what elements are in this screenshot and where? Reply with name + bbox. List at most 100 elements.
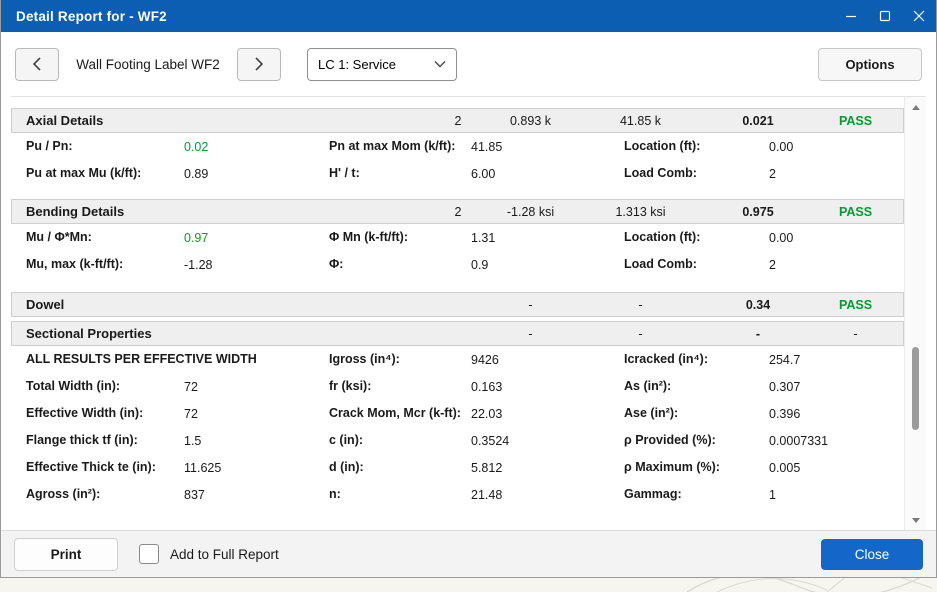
title-bar[interactable]: Detail Report for - WF2 xyxy=(1,0,936,32)
maximize-button[interactable] xyxy=(868,0,902,32)
footing-label: Wall Footing Label WF2 xyxy=(76,56,220,72)
report-row: Flange thick tf (in): 1.5 c (in): 0.3524 ρ P… xyxy=(11,427,904,454)
field-label: Total Width (in): xyxy=(26,378,121,393)
print-button[interactable]: Print xyxy=(14,537,118,571)
field-label: Effective Width (in): xyxy=(26,405,144,420)
field-label: ρ Maximum (%): xyxy=(624,459,720,474)
report-row: Agross (in²): 837 n: 21.48 Gammag: 1 xyxy=(11,481,904,508)
vertical-scrollbar[interactable] xyxy=(904,97,926,530)
report-row: Pu at max Mu (k/ft): 0.89 H' / t: 6.00 Load … xyxy=(11,160,904,187)
field-value: 0.9 xyxy=(471,257,489,272)
section-status: PASS xyxy=(838,297,873,312)
field-value: 72 xyxy=(184,406,198,421)
close-icon xyxy=(913,10,925,22)
field-value: -1.28 xyxy=(184,257,213,272)
field-value: 1.5 xyxy=(184,433,202,448)
close-window-button[interactable] xyxy=(902,0,936,32)
field-label: fr (ksi): xyxy=(329,378,372,393)
field-value: 5.812 xyxy=(471,460,503,475)
section-title: Dowel xyxy=(26,297,65,312)
report-section: Axial Details 2 0.893 k 41.85 k 0.021 PASS Pu … xyxy=(11,108,904,187)
prev-item-button[interactable] xyxy=(15,47,59,81)
field-value: 11.625 xyxy=(184,460,222,475)
toolbar: Wall Footing Label WF2 LC 1: Service Opt… xyxy=(1,32,936,96)
chevron-down-icon xyxy=(434,61,446,68)
field-value: 0.00 xyxy=(769,139,794,154)
report-row: Pu / Pn: 0.02 Pn at max Mom (k/ft): 41.85 Lo… xyxy=(11,133,904,160)
field-label: Load Comb: xyxy=(624,256,697,271)
minimize-button[interactable] xyxy=(834,0,868,32)
field-value: 0.396 xyxy=(769,406,801,421)
section-header: Bending Details 2 -1.28 ksi 1.313 ksi 0.975 P… xyxy=(11,199,904,224)
section-status: - xyxy=(853,326,858,341)
field-label: Φ Mn (k-ft/ft): xyxy=(329,229,408,244)
report-row: Total Width (in): 72 fr (ksi): 0.163 As (in²… xyxy=(11,373,904,400)
section-status: PASS xyxy=(838,204,873,219)
scrollbar-thumb[interactable] xyxy=(912,347,919,430)
field-label: Flange thick tf (in): xyxy=(26,432,138,447)
minimize-icon xyxy=(846,15,856,18)
section-summary-value: 2 xyxy=(454,204,462,219)
section-title: Sectional Properties xyxy=(26,326,152,341)
field-value: 22.03 xyxy=(471,406,503,421)
field-value: 1.31 xyxy=(471,230,496,245)
field-label: d (in): xyxy=(329,459,364,474)
field-value: 254.7 xyxy=(769,352,801,367)
options-button[interactable]: Options xyxy=(818,47,922,81)
report-section: Dowel - - 0.34 PASS xyxy=(11,292,904,317)
report-row: Mu / Φ*Mn: 0.97 Φ Mn (k-ft/ft): 1.31 Locatio… xyxy=(11,224,904,251)
scroll-up-icon xyxy=(911,104,920,110)
window-controls xyxy=(834,0,936,32)
report-section: Sectional Properties - - - - ALL RESULTS PER … xyxy=(11,321,904,508)
section-summary-value: - xyxy=(528,297,533,312)
field-value: 21.48 xyxy=(471,487,503,502)
field-value: 0.163 xyxy=(471,379,503,394)
section-summary-value: - xyxy=(528,326,533,341)
section-title: Bending Details xyxy=(26,204,125,219)
report-row: ALL RESULTS PER EFFECTIVE WIDTH Igross (i… xyxy=(11,346,904,373)
load-combination-selected: LC 1: Service xyxy=(318,56,397,72)
field-label: Pn at max Mom (k/ft): xyxy=(329,138,456,153)
field-label: Mu / Φ*Mn: xyxy=(26,229,92,244)
field-label: ALL RESULTS PER EFFECTIVE WIDTH xyxy=(26,351,257,366)
section-summary-value: - xyxy=(638,297,643,312)
scroll-up-button[interactable] xyxy=(905,99,926,115)
field-label: Location (ft): xyxy=(624,138,701,153)
field-label: H' / t: xyxy=(329,165,360,180)
report-row: Effective Width (in): 72 Crack Mom, Mcr (k… xyxy=(11,400,904,427)
close-button[interactable]: Close xyxy=(821,538,923,570)
report-area: Axial Details 2 0.893 k 41.85 k 0.021 PASS Pu … xyxy=(11,96,926,530)
section-summary-value: 0.021 xyxy=(742,113,774,128)
section-summary-value: 41.85 k xyxy=(619,113,661,128)
field-label: ρ Provided (%): xyxy=(624,432,716,447)
field-value: 2 xyxy=(769,257,776,272)
field-label: Pu at max Mu (k/ft): xyxy=(26,165,142,180)
field-value: 0.02 xyxy=(184,139,209,154)
report-row: Mu, max (k-ft/ft): -1.28 Φ: 0.9 Load Comb: 2 xyxy=(11,251,904,278)
field-value: 0.97 xyxy=(184,230,209,245)
field-label: n: xyxy=(329,486,341,501)
section-status: PASS xyxy=(838,113,873,128)
field-label: Crack Mom, Mcr (k-ft): xyxy=(329,405,461,420)
field-value: 0.005 xyxy=(769,460,801,475)
section-header: Dowel - - 0.34 PASS xyxy=(11,292,904,317)
next-item-button[interactable] xyxy=(237,47,281,81)
section-summary-value: - xyxy=(755,326,761,341)
section-summary-value: 1.313 ksi xyxy=(615,204,666,219)
section-summary-value: 2 xyxy=(454,113,462,128)
field-value: 9426 xyxy=(471,352,499,367)
field-label: Load Comb: xyxy=(624,165,697,180)
field-value: 41.85 xyxy=(471,139,503,154)
section-header: Axial Details 2 0.893 k 41.85 k 0.021 PASS xyxy=(11,108,904,133)
detail-report-dialog: Detail Report for - WF2 xyxy=(0,0,937,578)
field-label: c (in): xyxy=(329,432,364,447)
field-label: Location (ft): xyxy=(624,229,701,244)
field-value: 0.307 xyxy=(769,379,801,394)
field-label: Agross (in²): xyxy=(26,486,101,501)
footer-bar: Print Add to Full Report Close xyxy=(1,530,936,577)
scroll-down-button[interactable] xyxy=(905,512,926,528)
load-combination-select[interactable]: LC 1: Service xyxy=(307,47,457,81)
field-value: 0.89 xyxy=(184,166,209,181)
report-section: Bending Details 2 -1.28 ksi 1.313 ksi 0.975 P… xyxy=(11,199,904,278)
add-to-full-report-checkbox[interactable] xyxy=(139,544,159,564)
